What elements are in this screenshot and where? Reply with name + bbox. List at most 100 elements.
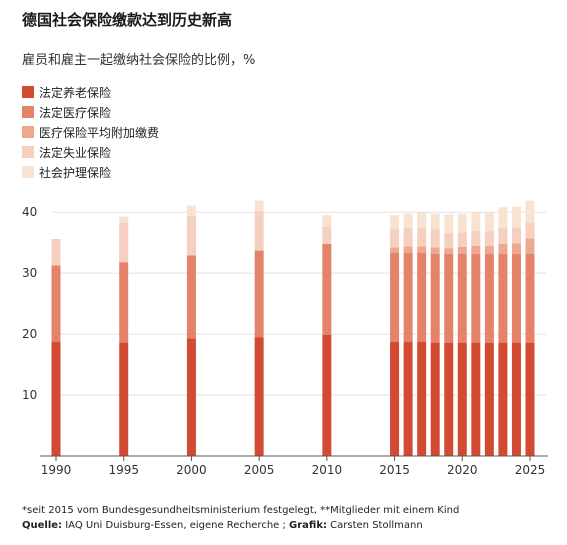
- y-tick-label: 10: [22, 388, 37, 402]
- bar-segment: [417, 228, 427, 247]
- legend-item-pension: 法定养老保险: [22, 82, 159, 102]
- legend-label: 社会护理保险: [39, 165, 112, 180]
- footnote: *seit 2015 vom Bundesgesundheitsminister…: [22, 505, 460, 516]
- x-tick-label: 2000: [176, 463, 207, 477]
- y-tick-label: 30: [22, 266, 37, 280]
- bar-segment: [484, 253, 494, 343]
- bar-segment: [403, 213, 413, 229]
- bar-segment: [390, 253, 400, 343]
- bar-segment: [525, 200, 535, 223]
- source-line: Quelle: IAQ Uni Duisburg-Essen, eigene R…: [22, 520, 423, 531]
- y-tick-label: 20: [22, 327, 37, 341]
- legend-swatch: [22, 166, 34, 178]
- bar-segment: [525, 238, 535, 254]
- x-tick-label: 2015: [379, 463, 410, 477]
- bar-segment: [498, 253, 508, 343]
- bar-segment: [186, 215, 196, 256]
- bar-segment: [430, 247, 440, 254]
- bar-segment: [498, 207, 508, 229]
- legend-swatch: [22, 146, 34, 158]
- bar-segment: [525, 342, 535, 456]
- bar-segment: [390, 214, 400, 230]
- bar-segment: [417, 342, 427, 456]
- legend-item-unemployment: 法定失业保险: [22, 142, 159, 162]
- source-text: IAQ Uni Duisburg-Essen, eigene Recherche…: [62, 520, 290, 531]
- bar-segment: [511, 342, 521, 456]
- bar-segment: [390, 247, 400, 254]
- bar-segment: [444, 232, 454, 249]
- legend-item-health-surcharge: 医疗保险平均附加缴费: [22, 122, 159, 142]
- bar-segment: [511, 243, 521, 254]
- bar-segment: [471, 231, 481, 246]
- bar-segment: [430, 213, 440, 230]
- bar-segment: [254, 200, 264, 211]
- legend-label: 法定医疗保险: [39, 105, 112, 120]
- bar-segment: [417, 212, 427, 229]
- bar-segment: [444, 214, 454, 233]
- bar-segment: [525, 253, 535, 343]
- legend-swatch: [22, 86, 34, 98]
- bar-segment: [484, 245, 494, 254]
- bar-segment: [417, 246, 427, 254]
- source-label: Quelle:: [22, 520, 63, 531]
- bar-segment: [254, 210, 264, 251]
- bar-segment: [119, 222, 129, 263]
- chart-subtitle: 雇员和雇主一起缴纳社会保险的比例，%: [22, 53, 256, 68]
- bar-segment: [484, 212, 494, 232]
- bar-segment: [322, 334, 332, 456]
- x-tick-label: 1990: [41, 463, 72, 477]
- bar-segment: [51, 342, 61, 456]
- bar-segment: [444, 248, 454, 254]
- bar-segment: [430, 253, 440, 343]
- bar-segment: [457, 213, 467, 233]
- bar-segment: [186, 255, 196, 339]
- bar-segment: [254, 250, 264, 338]
- legend-label: 法定养老保险: [39, 85, 112, 100]
- chart-legend: 法定养老保险 法定医疗保险 医疗保险平均附加缴费 法定失业保险 社会护理保险: [22, 82, 159, 182]
- bar-segment: [51, 265, 61, 343]
- legend-item-care: 社会护理保险: [22, 162, 159, 182]
- bar-segment: [430, 229, 440, 248]
- x-tick-label: 2025: [515, 463, 546, 477]
- bar-segment: [511, 227, 521, 244]
- bar-segment: [457, 342, 467, 456]
- bar-segment: [525, 222, 535, 239]
- x-tick-label: 1995: [108, 463, 139, 477]
- bar-segment: [186, 205, 196, 216]
- bar-segment: [471, 253, 481, 343]
- bar-segment: [511, 206, 521, 228]
- bar-segment: [471, 212, 481, 232]
- bar-segment: [390, 229, 400, 248]
- bar-segment: [430, 342, 440, 456]
- legend-swatch: [22, 106, 34, 118]
- credit-text: Carsten Stollmann: [327, 520, 423, 531]
- bar-segment: [322, 243, 332, 335]
- x-tick-label: 2020: [447, 463, 478, 477]
- bar-segment: [322, 215, 332, 227]
- bar-segment: [457, 232, 467, 247]
- bar-segment: [403, 253, 413, 343]
- bar-segment: [498, 342, 508, 456]
- bar-segment: [417, 253, 427, 343]
- bar-segment: [457, 246, 467, 254]
- y-tick-label: 40: [22, 205, 37, 219]
- bar-segment: [51, 239, 61, 266]
- legend-item-health: 法定医疗保险: [22, 102, 159, 122]
- bar-segment: [511, 253, 521, 343]
- bar-segment: [498, 243, 508, 254]
- bar-segment: [444, 342, 454, 456]
- bar-segment: [403, 342, 413, 456]
- bar-segment: [444, 253, 454, 343]
- credit-label: Grafik:: [289, 520, 327, 531]
- bar-segment: [484, 342, 494, 456]
- bar-segment: [484, 231, 494, 246]
- bar-segment: [322, 226, 332, 244]
- bar-segment: [471, 245, 481, 254]
- bar-segment: [498, 228, 508, 244]
- bar-segment: [119, 262, 129, 343]
- bar-segment: [254, 337, 264, 456]
- bar-segment: [186, 338, 196, 456]
- bar-segment: [390, 342, 400, 456]
- legend-swatch: [22, 126, 34, 138]
